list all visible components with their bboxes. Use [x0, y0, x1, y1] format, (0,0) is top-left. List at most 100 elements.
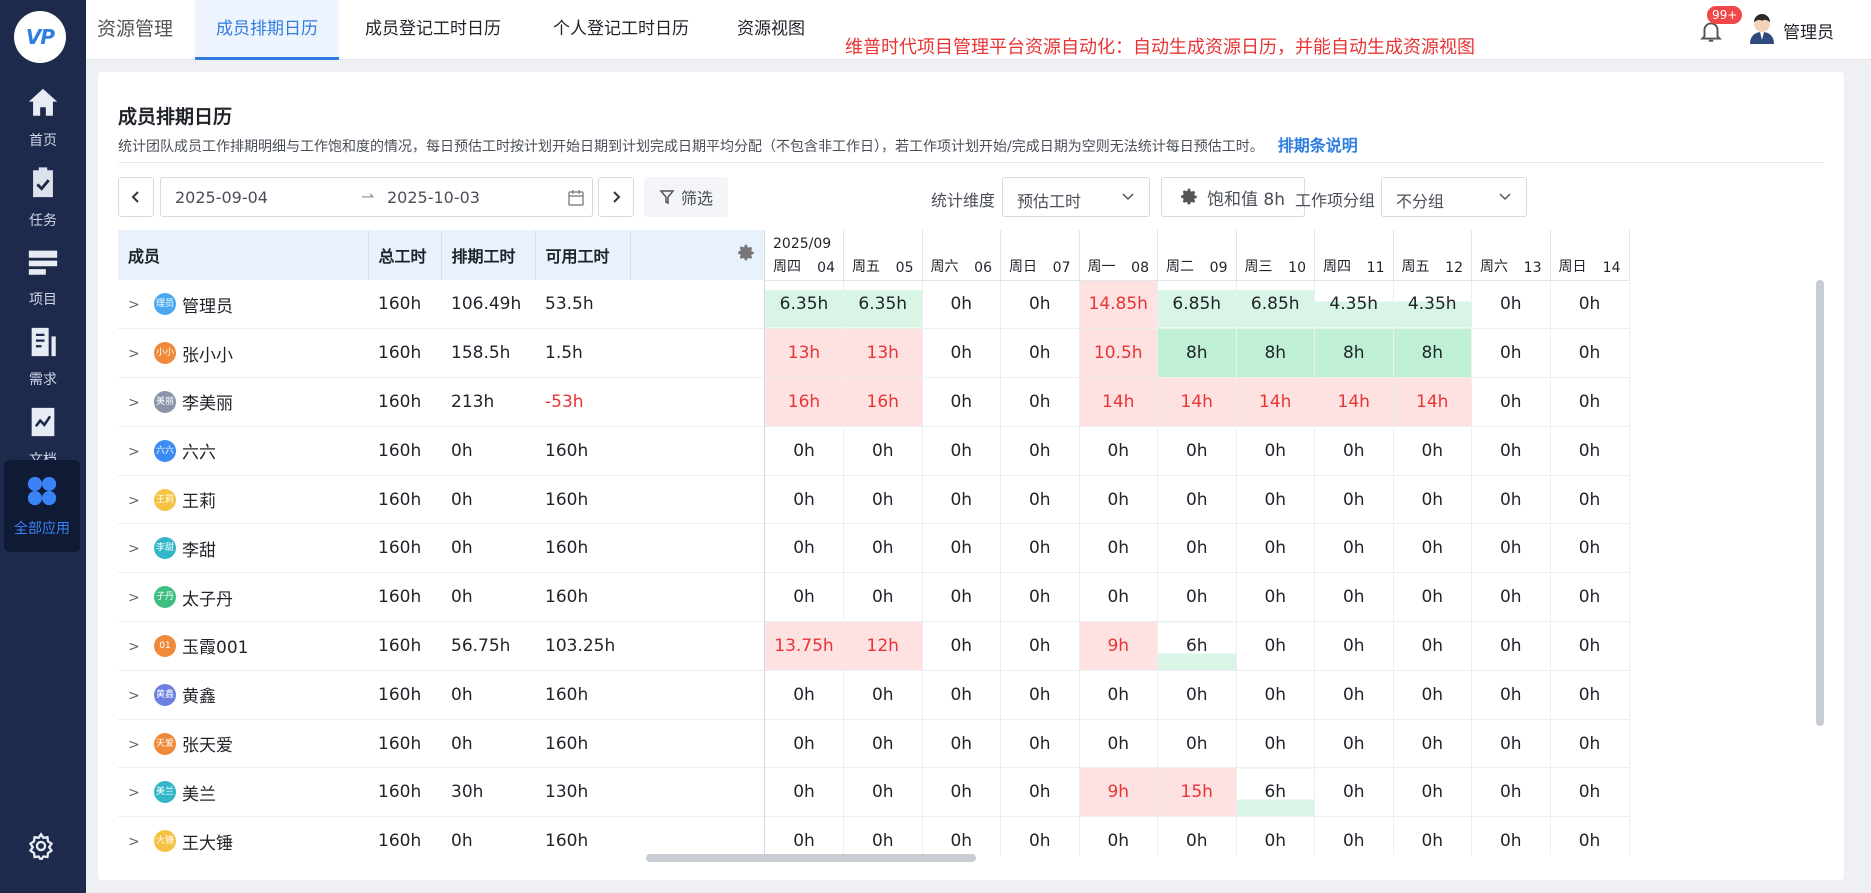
date-range-picker[interactable]: 2025-09-04 ⇀ 2025-10-03	[160, 177, 593, 217]
day-hours-cell[interactable]: 8h	[1314, 328, 1394, 379]
column-header-available[interactable]: 可用工时	[535, 230, 631, 280]
expand-chevron-icon[interactable]: >	[128, 443, 140, 460]
day-hours-cell[interactable]: 0h	[1471, 475, 1551, 525]
day-hours-cell[interactable]: 0h	[765, 767, 844, 818]
day-hours-cell[interactable]: 0h	[922, 719, 1001, 769]
day-hours-cell[interactable]: 0h	[1550, 816, 1630, 855]
expand-chevron-icon[interactable]: >	[128, 541, 140, 558]
day-hours-cell[interactable]: 0h	[1157, 816, 1237, 855]
day-hours-cell[interactable]: 0h	[765, 523, 844, 574]
day-hours-cell[interactable]: 13h	[765, 328, 844, 379]
day-hours-cell[interactable]: 8h	[1157, 328, 1237, 379]
tab-resource-view[interactable]: 资源视图	[737, 19, 805, 39]
dimension-select[interactable]: 预估工时	[1002, 177, 1150, 217]
prev-range-button[interactable]	[118, 177, 154, 217]
filter-button[interactable]: 筛选	[644, 177, 728, 217]
day-hours-cell[interactable]: 0h	[1000, 328, 1080, 379]
day-hours-cell[interactable]: 0h	[1471, 572, 1551, 623]
day-hours-cell[interactable]: 0h	[922, 816, 1001, 855]
day-hours-cell[interactable]: 0h	[1236, 523, 1315, 574]
column-settings[interactable]	[630, 230, 765, 280]
day-hours-cell[interactable]: 0h	[1393, 816, 1472, 855]
expand-chevron-icon[interactable]: >	[128, 492, 140, 509]
day-hours-cell[interactable]: 0h	[1000, 816, 1080, 855]
expand-chevron-icon[interactable]: >	[128, 590, 140, 607]
day-hours-cell[interactable]: 0h	[843, 719, 923, 769]
day-hours-cell[interactable]: 0h	[922, 475, 1001, 525]
day-hours-cell[interactable]: 0h	[1393, 767, 1472, 818]
day-hours-cell[interactable]: 0h	[1000, 426, 1080, 476]
day-hours-cell[interactable]: 0h	[1000, 523, 1080, 574]
day-hours-cell[interactable]: 0h	[1314, 572, 1394, 623]
day-hours-cell[interactable]: 0h	[1393, 475, 1472, 525]
user-avatar-icon[interactable]	[1748, 14, 1776, 44]
day-hours-cell[interactable]: 0h	[843, 523, 923, 574]
day-hours-cell[interactable]: 0h	[765, 475, 844, 525]
day-hours-cell[interactable]: 9h	[1079, 621, 1158, 671]
day-hours-cell[interactable]: 0h	[1236, 816, 1315, 855]
day-hours-cell[interactable]: 0h	[765, 719, 844, 769]
schedule-bar-help-link[interactable]: 排期条说明	[1277, 136, 1358, 155]
column-header-scheduled[interactable]: 排期工时	[441, 230, 536, 280]
member-row[interactable]: > 小小 张小小 160h 158.5h 1.5h	[118, 328, 764, 379]
day-hours-cell[interactable]: 12h	[843, 621, 923, 671]
day-hours-cell[interactable]: 0h	[922, 621, 1001, 671]
column-header-member[interactable]: 成员	[118, 230, 369, 280]
day-hours-cell[interactable]: 0h	[765, 816, 844, 855]
day-hours-cell[interactable]: 0h	[1314, 475, 1394, 525]
day-hours-cell[interactable]: 14h	[1236, 377, 1315, 427]
day-hours-cell[interactable]: 0h	[922, 523, 1001, 574]
day-hours-cell[interactable]: 0h	[1471, 816, 1551, 855]
day-hours-cell[interactable]: 4.35h	[1314, 280, 1394, 330]
day-hours-cell[interactable]: 0h	[922, 280, 1001, 330]
day-hours-cell[interactable]: 9h	[1079, 767, 1158, 818]
day-hours-cell[interactable]: 0h	[1000, 767, 1080, 818]
day-hours-cell[interactable]: 0h	[1000, 621, 1080, 671]
tab-personal-timesheet[interactable]: 个人登记工时日历	[553, 19, 689, 39]
day-hours-cell[interactable]: 0h	[765, 572, 844, 623]
day-hours-cell[interactable]: 0h	[1236, 475, 1315, 525]
day-hours-cell[interactable]: 0h	[1079, 670, 1158, 720]
expand-chevron-icon[interactable]: >	[128, 297, 140, 314]
day-hours-cell[interactable]: 0h	[843, 670, 923, 720]
day-hours-cell[interactable]: 0h	[1236, 426, 1315, 476]
day-hours-cell[interactable]: 0h	[1393, 719, 1472, 769]
day-hours-cell[interactable]: 0h	[1157, 719, 1237, 769]
day-hours-cell[interactable]: 0h	[922, 377, 1001, 427]
expand-chevron-icon[interactable]: >	[128, 785, 140, 802]
member-row[interactable]: >01 玉霞001 160h 56.75h 103.25h	[118, 621, 764, 671]
day-hours-cell[interactable]: 0h	[1314, 426, 1394, 476]
day-hours-cell[interactable]: 0h	[1314, 670, 1394, 720]
day-hours-cell[interactable]: 16h	[765, 377, 844, 427]
day-hours-cell[interactable]: 0h	[922, 328, 1001, 379]
day-hours-cell[interactable]: 0h	[1314, 767, 1394, 818]
day-hours-cell[interactable]: 0h	[1550, 719, 1630, 769]
date-start-input[interactable]: 2025-09-04	[175, 188, 268, 207]
day-hours-cell[interactable]: 15h	[1157, 767, 1237, 818]
calendar-icon[interactable]	[567, 189, 585, 207]
member-row[interactable]: > 子丹 太子丹 160h 0h 160h	[118, 572, 764, 623]
bell-icon[interactable]	[1698, 18, 1724, 44]
day-hours-cell[interactable]: 0h	[1000, 719, 1080, 769]
day-hours-cell[interactable]: 0h	[922, 767, 1001, 818]
day-hours-cell[interactable]: 0h	[1471, 426, 1551, 476]
day-hours-cell[interactable]: 0h	[1550, 328, 1630, 379]
sidebar-item-project[interactable]: 项目	[0, 231, 86, 323]
day-hours-cell[interactable]: 14h	[1314, 377, 1394, 427]
day-hours-cell[interactable]: 16h	[843, 377, 923, 427]
day-hours-cell[interactable]: 0h	[1236, 670, 1315, 720]
day-hours-cell[interactable]: 0h	[1079, 475, 1158, 525]
column-header-total[interactable]: 总工时	[368, 230, 442, 280]
member-row[interactable]: > 美丽 李美丽 160h 213h -53h	[118, 377, 764, 427]
saturation-button[interactable]: 饱和值 8h	[1161, 177, 1305, 217]
day-hours-cell[interactable]: 0h	[843, 426, 923, 476]
day-hours-cell[interactable]: 14h	[1393, 377, 1472, 427]
member-row[interactable]: > 黄鑫 黄鑫 160h 0h 160h	[118, 670, 764, 720]
sidebar-item-all-apps[interactable]: 全部应用	[4, 460, 80, 552]
day-hours-cell[interactable]: 0h	[1079, 816, 1158, 855]
app-logo[interactable]: VP	[14, 11, 66, 63]
day-hours-cell[interactable]: 4.35h	[1393, 280, 1472, 330]
day-hours-cell[interactable]: 0h	[922, 670, 1001, 720]
horizontal-scrollbar[interactable]	[646, 854, 976, 862]
date-end-input[interactable]: 2025-10-03	[387, 188, 480, 207]
